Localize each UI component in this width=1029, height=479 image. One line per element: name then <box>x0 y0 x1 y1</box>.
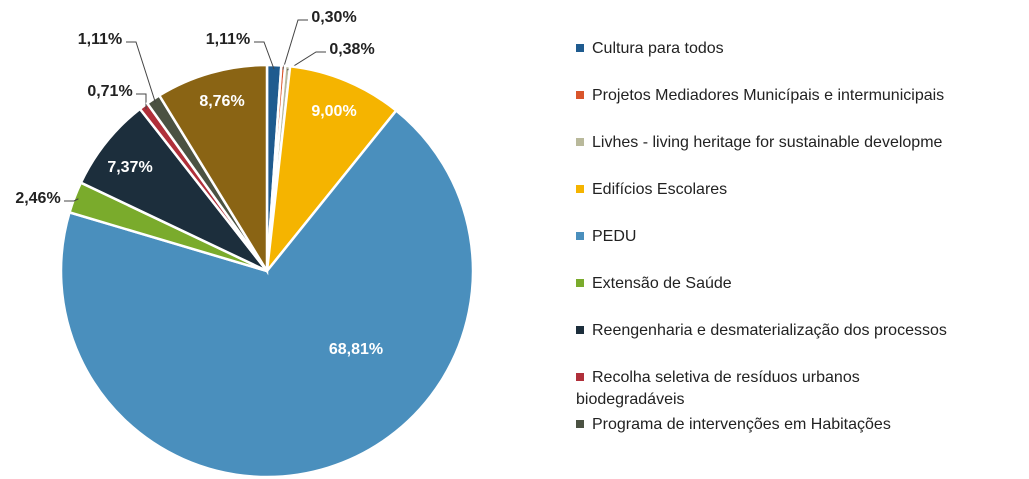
leader-line <box>282 19 308 70</box>
legend-item: Recolha seletiva de resíduos urbanos bio… <box>576 367 936 411</box>
leader-line <box>254 41 275 70</box>
legend-swatch <box>576 419 584 428</box>
data-label: 8,76% <box>199 93 244 110</box>
legend-item: Extensão de Saúde <box>576 273 1026 295</box>
pie-slice <box>265 64 398 276</box>
data-label: 68,81% <box>329 341 383 358</box>
legend-swatch <box>576 90 584 99</box>
data-label: 0,38% <box>329 41 374 58</box>
data-label: 0,71% <box>87 83 132 100</box>
data-label: 1,11% <box>206 31 250 48</box>
legend-label: Edifícios Escolares <box>592 181 728 198</box>
data-label: 2,46% <box>15 190 60 207</box>
legend-swatch <box>576 43 584 52</box>
leader-line <box>136 93 147 110</box>
data-label: 1,11% <box>78 31 122 48</box>
legend-swatch <box>576 184 584 193</box>
data-label: 0,30% <box>311 9 356 26</box>
legend-item: Projetos Mediadores Municípais e intermu… <box>576 85 1026 107</box>
legend-label: Projetos Mediadores Municípais e intermu… <box>592 87 945 104</box>
legend-label: Programa de intervenções em Habitações <box>592 416 891 433</box>
legend-swatch <box>576 231 584 240</box>
data-label: 7,37% <box>107 159 152 176</box>
legend-swatch <box>576 278 584 287</box>
legend-item: Edifícios Escolares <box>576 179 1026 201</box>
legend-item: PEDU <box>576 226 1026 248</box>
legend-item: Cultura para todos <box>576 38 1026 60</box>
legend-swatch <box>576 372 584 381</box>
pie-slice <box>157 63 269 276</box>
legend-label: Extensão de Saúde <box>592 275 732 292</box>
pie-slice <box>59 108 475 479</box>
legend-label: Recolha seletiva de resíduos urbanos bio… <box>576 369 860 408</box>
legend-label: Cultura para todos <box>592 40 724 57</box>
legend-label: Livhes - living heritage for sustainable… <box>592 134 943 151</box>
legend-item: Programa de intervenções em Habitações <box>576 414 1026 436</box>
legend-item: Livhes - living heritage for sustainable… <box>576 132 1026 154</box>
legend-swatch <box>576 137 584 146</box>
legend-item: Reengenharia e desmaterialização dos pro… <box>576 320 1026 342</box>
chart: 1,11% 0,30% 0,38% 9,00% 68,81% 2,46% 7,37% 0,71… <box>15 9 475 479</box>
leader-line <box>126 41 156 103</box>
legend-label: Reengenharia e desmaterialização dos pro… <box>592 322 947 339</box>
data-label: 9,00% <box>311 103 356 120</box>
legend-label: PEDU <box>592 228 637 245</box>
legend-swatch <box>576 325 584 334</box>
leader-line <box>64 198 79 202</box>
leader-line <box>287 51 326 71</box>
